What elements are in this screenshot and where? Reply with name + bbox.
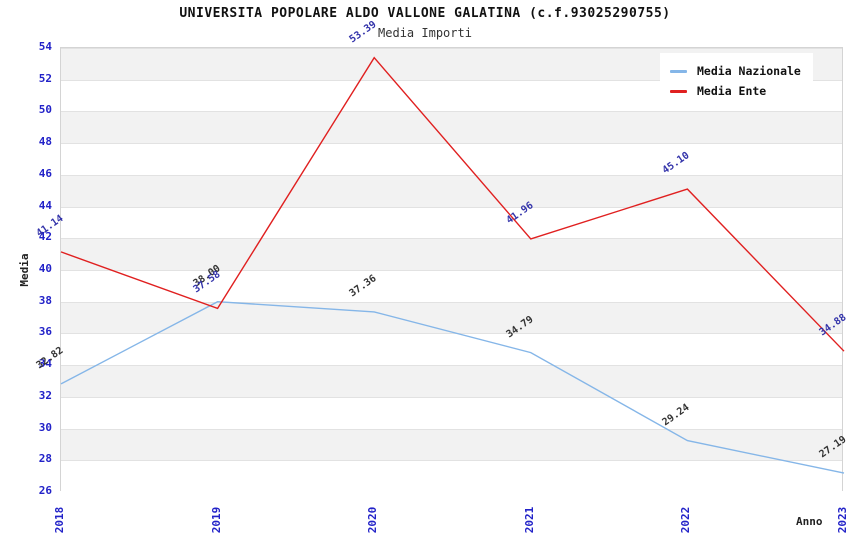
y-tick-label: 36 xyxy=(38,325,52,339)
x-tick-label: 2018 xyxy=(53,506,66,534)
x-axis-title: Anno xyxy=(796,515,823,528)
grid-band xyxy=(61,111,842,144)
y-tick-label: 38 xyxy=(38,293,52,307)
grid-band xyxy=(61,428,842,461)
y-tick-label: 48 xyxy=(38,135,52,149)
y-tick-label: 40 xyxy=(38,262,52,275)
chart-subtitle: Media Importi xyxy=(378,26,472,40)
grid-band xyxy=(61,301,842,334)
y-tick-label: 30 xyxy=(38,420,52,434)
series-line-media-ente xyxy=(60,56,845,352)
grid-band xyxy=(61,238,842,270)
media-nazionale-line-swatch xyxy=(670,69,687,73)
y-tick-label: 26 xyxy=(38,484,52,497)
chart-title: UNIVERSITA POPOLARE ALDO VALLONE GALATIN… xyxy=(179,6,671,21)
grid-band xyxy=(61,206,842,239)
series-lines xyxy=(60,56,845,474)
y-tick-label: 42 xyxy=(38,230,52,244)
grid-band xyxy=(61,333,842,366)
y-tick-label: 34 xyxy=(38,357,52,371)
legend-label: Media Ente xyxy=(697,84,767,98)
x-tick-label: 2019 xyxy=(209,506,223,534)
legend-item-media-nazionale: Media Nazionale xyxy=(670,64,807,78)
legend: Media Nazionale Media Ente xyxy=(660,53,813,111)
x-tick-label: 2023 xyxy=(836,506,849,534)
media-ente-line-swatch xyxy=(670,89,687,93)
grid-band xyxy=(61,396,842,429)
grid-band xyxy=(61,460,842,492)
x-tick-label: 2021 xyxy=(522,506,536,534)
legend-item-media-ente: Media Ente xyxy=(670,84,807,98)
y-tick-label: 44 xyxy=(38,198,52,212)
grid-band xyxy=(61,270,842,302)
y-tick-label: 46 xyxy=(38,166,52,180)
y-tick-label: 28 xyxy=(38,452,52,466)
grid-band xyxy=(61,174,842,207)
plot-area xyxy=(60,47,845,492)
series-line-media-nazionale xyxy=(60,300,845,474)
grid-band xyxy=(61,365,842,397)
x-tick-label: 2020 xyxy=(366,506,380,534)
legend-label: Media Nazionale xyxy=(697,64,801,78)
grid-band xyxy=(61,143,842,175)
data-label-media-ente: 53.39 xyxy=(347,18,379,46)
y-tick-label: 32 xyxy=(38,388,52,402)
y-tick-label: 54 xyxy=(38,40,52,53)
y-tick-label: 50 xyxy=(38,103,52,117)
x-tick-label: 2022 xyxy=(679,506,693,534)
y-tick-label: 52 xyxy=(38,71,52,85)
